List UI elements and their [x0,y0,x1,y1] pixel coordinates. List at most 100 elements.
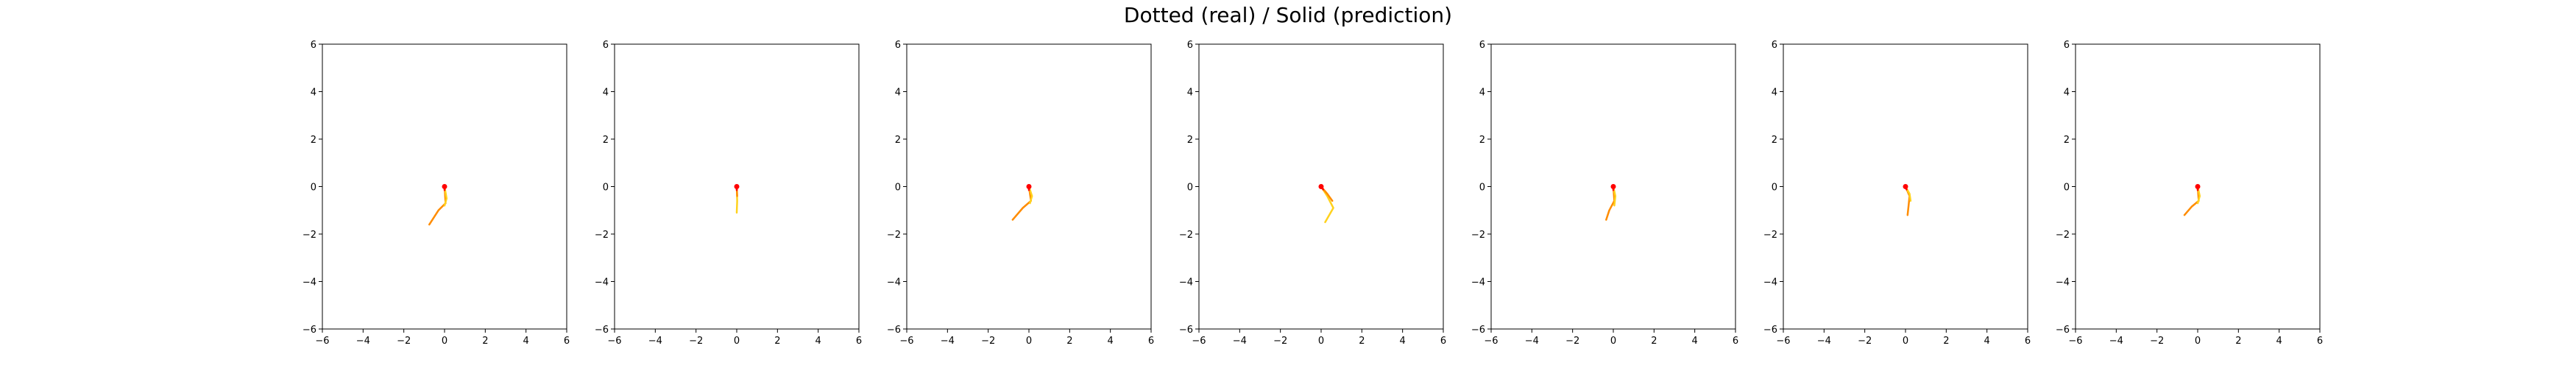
y-tick-label: 0 [2064,183,2070,194]
x-tick-label: 4 [1984,336,1990,347]
y-tick-label: 0 [1187,183,1193,194]
y-tick-label: 4 [1479,88,1485,99]
y-tick-label: −6 [1763,325,1777,336]
series-line-2 [1027,185,1033,205]
x-tick-label: 6 [856,336,862,347]
x-tick-label: 6 [564,336,570,347]
origin-marker [1318,184,1324,189]
x-tick-label: 2 [774,336,780,347]
x-tick-label: −2 [2150,336,2164,347]
x-tick-label: 6 [1148,336,1154,347]
x-tick-label: −4 [1817,336,1831,347]
figure-title: Dotted (real) / Solid (prediction) [1124,3,1452,27]
x-tick-label: 4 [1108,336,1114,347]
origin-marker [2195,184,2201,189]
y-tick-label: −4 [887,277,901,289]
x-tick-label: 0 [1903,336,1908,347]
x-tick-label: 2 [1943,336,1949,347]
subplot-2: −6 −4 −2 0 2 4 6 −6 −4 −2 0 2 4 6 [595,40,862,347]
y-tick-label: 4 [1772,88,1777,99]
y-tick-label: −2 [595,230,609,241]
x-tick-label: −6 [315,336,329,347]
y-tick-label: −6 [595,325,609,336]
y-tick-label: −4 [1471,277,1485,289]
y-tick-label: 0 [895,183,901,194]
y-tick-label: −4 [2056,277,2070,289]
x-tick-label: 0 [1610,336,1616,347]
x-tick-label: 4 [815,336,821,347]
x-tick-label: 2 [2235,336,2241,347]
y-tick-label: −2 [2056,230,2070,241]
origin-marker [442,184,447,189]
y-tick-label: −4 [302,277,316,289]
subplot-3: −6 −4 −2 0 2 4 6 −6 −4 −2 0 2 4 6 [887,40,1154,347]
subplot-7: −6 −4 −2 0 2 4 6 −6 −4 −2 0 2 4 6 [2056,40,2323,347]
subplot-6: −6 −4 −2 0 2 4 6 −6 −4 −2 0 2 4 6 [1763,40,2031,347]
x-tick-label: 2 [1359,336,1365,347]
x-tick-label: 6 [2025,336,2031,347]
x-tick-label: −4 [356,336,370,347]
x-tick-label: −6 [1484,336,1498,347]
x-tick-label: 6 [1733,336,1738,347]
x-tick-label: 2 [1651,336,1657,347]
x-tick-label: 0 [1318,336,1324,347]
y-tick-label: 2 [603,135,609,146]
series-line-1 [1011,185,1033,221]
y-tick-label: 0 [603,183,609,194]
y-tick-label: 6 [1479,40,1485,51]
y-tick-label: −2 [302,230,316,241]
series-line-1 [1320,185,1334,224]
x-tick-label: 6 [2317,336,2323,347]
x-tick-label: −6 [1192,336,1206,347]
origin-marker [1610,184,1616,189]
y-tick-label: 2 [1187,135,1193,146]
subplot-1: −6 −4 −2 0 2 4 6 −6 −4 −2 0 2 4 6 [302,40,570,347]
x-tick-label: −4 [1233,336,1247,347]
x-tick-label: 2 [482,336,488,347]
x-tick-label: −6 [607,336,621,347]
x-tick-label: 0 [1026,336,1032,347]
x-tick-label: 4 [523,336,529,347]
y-tick-label: −2 [1179,230,1193,241]
x-tick-label: −2 [1565,336,1579,347]
y-tick-label: −6 [1179,325,1193,336]
y-tick-label: −4 [1179,277,1193,289]
y-tick-label: 2 [2064,135,2070,146]
y-tick-label: 0 [311,183,316,194]
y-tick-label: 4 [311,88,316,99]
x-tick-label: 2 [1066,336,1072,347]
x-tick-label: 4 [1692,336,1698,347]
y-tick-label: 4 [603,88,609,99]
x-tick-label: −6 [899,336,913,347]
x-tick-label: −4 [2109,336,2123,347]
y-tick-label: 4 [895,88,901,99]
y-tick-label: 4 [2064,88,2070,99]
y-tick-label: 0 [1479,183,1485,194]
y-tick-label: −6 [887,325,901,336]
y-tick-label: 2 [895,135,901,146]
y-tick-label: −2 [1471,230,1485,241]
y-tick-label: −6 [302,325,316,336]
series-line-1 [428,185,447,226]
x-tick-label: −2 [1858,336,1872,347]
origin-marker [1903,184,1908,189]
y-tick-label: −6 [2056,325,2070,336]
x-tick-label: −4 [941,336,955,347]
origin-marker [1026,184,1032,189]
x-tick-label: 6 [1440,336,1446,347]
y-tick-label: −4 [1763,277,1777,289]
subplot-grid: −6 −4 −2 0 2 4 6 −6 −4 −2 0 2 4 6 −6 −4 −2 0 2 4 6 −6 −4 −2 0 2 4 6… [302,40,2323,347]
y-tick-label: 2 [1772,135,1777,146]
y-tick-label: 2 [1479,135,1485,146]
origin-marker [734,184,740,189]
y-tick-label: −6 [1471,325,1485,336]
x-tick-label: −6 [2068,336,2082,347]
y-tick-label: 6 [603,40,609,51]
x-tick-label: 0 [734,336,740,347]
y-tick-label: 2 [311,135,316,146]
series-line-1 [1605,185,1616,221]
y-tick-label: 4 [1187,88,1193,99]
y-tick-label: −4 [595,277,609,289]
x-tick-label: 0 [2195,336,2201,347]
